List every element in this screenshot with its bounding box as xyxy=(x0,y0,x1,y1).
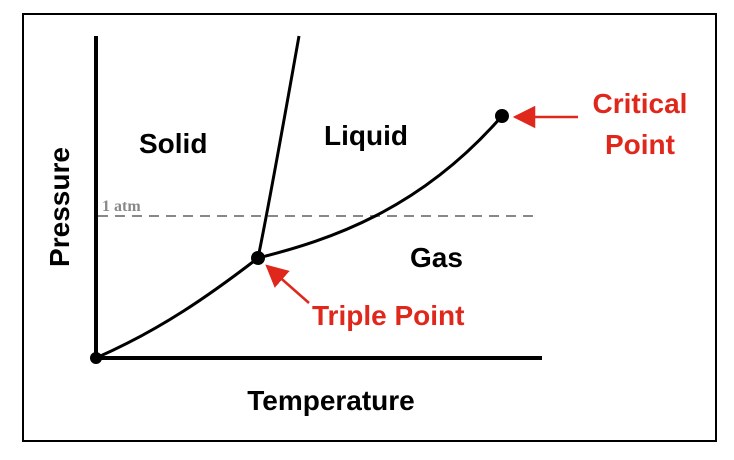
critical-point xyxy=(495,109,509,123)
critical-point-label-line1: Critical xyxy=(593,88,688,119)
solid-label: Solid xyxy=(139,128,207,159)
critical-point-label-line2: Point xyxy=(605,129,675,160)
triple-point xyxy=(251,251,265,265)
triple-point-label: Triple Point xyxy=(312,300,464,331)
melting-curve xyxy=(256,35,301,259)
triple-point-arrow xyxy=(265,264,310,304)
vaporization-curve xyxy=(257,115,504,260)
origin-point xyxy=(90,352,102,364)
x-axis-label: Temperature xyxy=(247,385,415,416)
liquid-label: Liquid xyxy=(324,120,408,151)
y-axis-label: Pressure xyxy=(44,147,75,267)
one-atm-label: 1 atm xyxy=(102,198,141,215)
gas-label: Gas xyxy=(410,242,463,273)
diagram-frame xyxy=(22,13,717,442)
sublimation-curve xyxy=(95,256,259,360)
